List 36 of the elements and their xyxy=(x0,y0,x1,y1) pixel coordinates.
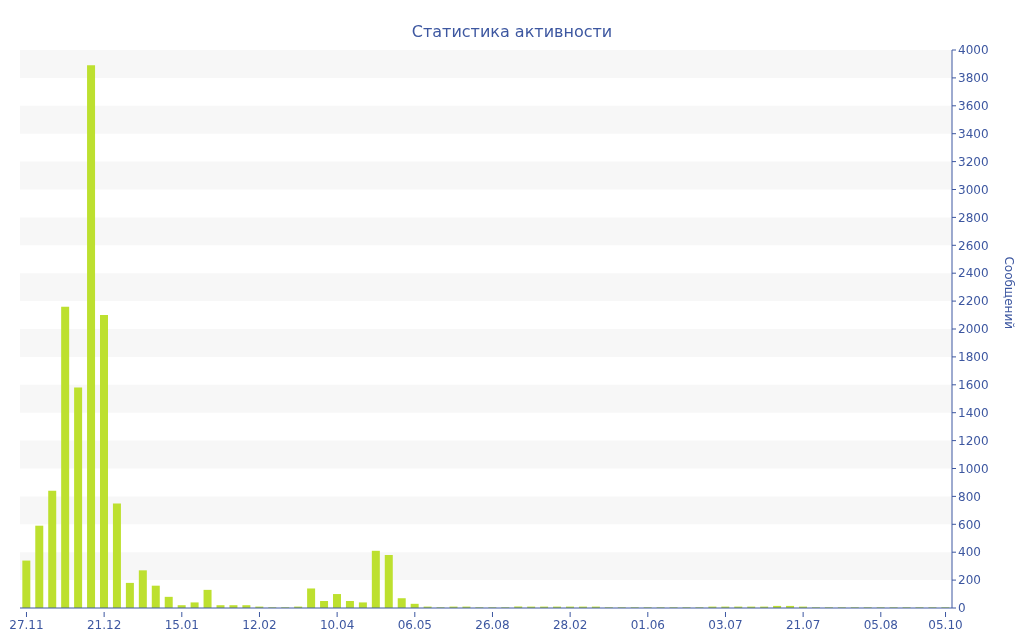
y-tick-label: 0 xyxy=(958,601,966,616)
x-tick-label: 05.08 xyxy=(863,618,898,632)
x-tick-label: 05.10 xyxy=(928,618,963,632)
y-tick-label: 3600 xyxy=(958,99,989,114)
y-tick-label: 800 xyxy=(958,489,981,504)
y-tick-label: 2000 xyxy=(958,322,989,337)
chart-title: Статистика активности xyxy=(410,22,614,41)
y-axis-title: Сообщений xyxy=(1001,256,1016,329)
y-tick-label: 1400 xyxy=(958,405,989,420)
y-tick-label: 1600 xyxy=(958,378,989,393)
x-tick-label: 01.06 xyxy=(630,618,665,632)
x-tick-label: 15.01 xyxy=(164,618,199,632)
x-tick-label: 06.05 xyxy=(397,618,432,632)
x-tick-label: 21.12 xyxy=(86,618,122,632)
y-tick-label: 3400 xyxy=(958,126,989,141)
y-tick-label: 400 xyxy=(958,545,981,560)
y-tick-label: 3000 xyxy=(958,182,989,197)
y-tick-label: 2400 xyxy=(958,266,989,281)
y-tick-label: 2600 xyxy=(958,238,989,253)
x-tick-label: 27.11 xyxy=(9,618,44,632)
x-tick-label: 10.04 xyxy=(319,618,355,632)
y-tick-label: 3800 xyxy=(958,71,989,86)
y-tick-label: 1800 xyxy=(958,350,989,365)
y-tick-label: 2800 xyxy=(958,210,989,225)
y-tick-label: 2200 xyxy=(958,294,989,309)
x-tick-label: 21.07 xyxy=(785,618,821,632)
y-tick-label: 1000 xyxy=(958,461,989,476)
y-tick-label: 3200 xyxy=(958,154,989,169)
x-tick-label: 12.02 xyxy=(242,618,277,632)
x-tick-label: 26.08 xyxy=(475,618,510,632)
y-tick-label: 4000 xyxy=(958,43,989,58)
x-tick-label: 03.07 xyxy=(708,618,743,632)
y-tick-label: 600 xyxy=(958,517,981,532)
x-tick-label: 28.02 xyxy=(552,618,588,632)
y-tick-label: 200 xyxy=(958,573,981,588)
y-tick-label: 1200 xyxy=(958,433,989,448)
